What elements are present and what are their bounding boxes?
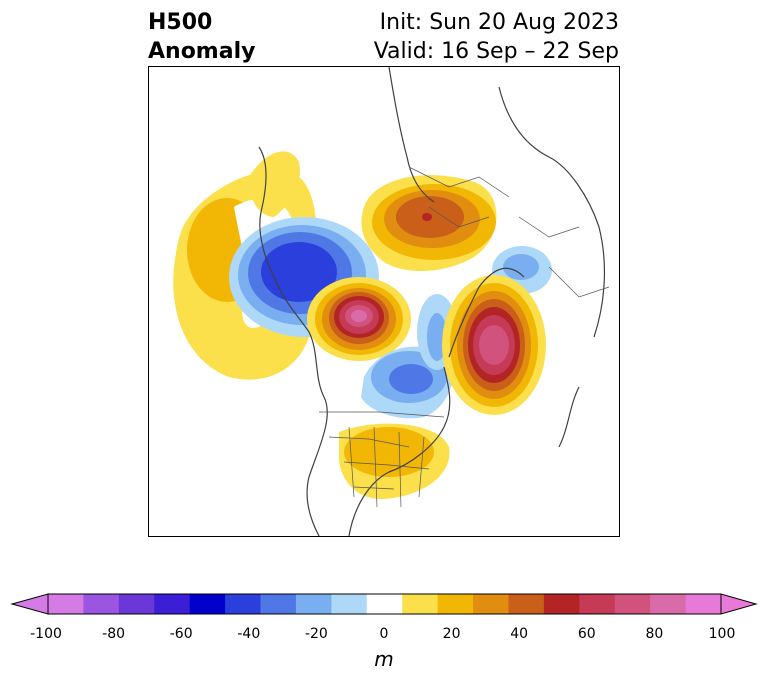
colorbar-swatch	[260, 594, 297, 614]
colorbar-swatch	[154, 594, 191, 614]
colorbar-extend-max	[720, 593, 758, 615]
colorbar-swatch	[189, 594, 226, 614]
colorbar-swatch	[225, 594, 262, 614]
colorbar-tick-label: -40	[237, 626, 261, 642]
colorbar-tick-label: 60	[577, 626, 596, 642]
colorbar-swatch	[650, 594, 687, 614]
anomaly-siberia-high	[361, 175, 497, 272]
country-borders	[319, 166, 610, 508]
colorbar-frame	[47, 593, 722, 615]
anomaly-greenland-high	[442, 275, 546, 415]
colorbar-tick-label: 100	[708, 626, 736, 642]
colorbar-swatch	[579, 594, 616, 614]
colorbar-extend-min	[10, 593, 49, 615]
plot-title: H500 Anomaly	[148, 8, 255, 66]
colorbar-swatch	[83, 594, 120, 614]
colorbar-swatch	[685, 594, 722, 614]
init-time: Init: Sun 20 Aug 2023	[379, 10, 619, 35]
colorbar-tick-label: -80	[102, 626, 126, 642]
colorbar-tick-label: 20	[442, 626, 461, 642]
colorbar-swatch	[366, 594, 403, 614]
colorbar-swatch	[48, 594, 84, 614]
map-panel	[148, 66, 620, 537]
colorbar-swatch	[331, 594, 368, 614]
colorbar	[10, 593, 758, 615]
colorbar-swatch	[295, 594, 332, 614]
colorbar-tick-label: -20	[304, 626, 328, 642]
colorbar-swatch	[437, 594, 474, 614]
colorbar-tick-label: 40	[510, 626, 529, 642]
valid-period: Valid: 16 Sep – 22 Sep	[373, 39, 619, 64]
colorbar-swatch	[402, 594, 439, 614]
plot-subtitle: Init: Sun 20 Aug 2023 Valid: 16 Sep – 22…	[374, 8, 619, 66]
colorbar-swatch	[508, 594, 545, 614]
colorbar-tick-label: -60	[169, 626, 193, 642]
colorbar-tick-label: 0	[379, 626, 389, 642]
anomaly-labrador-low	[361, 294, 457, 419]
colorbar-tick-label: -100	[30, 626, 62, 642]
anomaly-arctic-high	[307, 277, 411, 361]
colorbar-tick-label: 80	[645, 626, 664, 642]
title-variable: H500	[148, 10, 213, 35]
colorbar-unit-label: m	[374, 647, 394, 671]
map-canvas	[149, 67, 619, 536]
colorbar-swatch	[473, 594, 509, 614]
anomaly-alaska-strip	[248, 151, 300, 217]
colorbar-swatch	[543, 594, 580, 614]
title-field: Anomaly	[148, 39, 256, 64]
colorbar-swatch	[614, 594, 651, 614]
colorbar-swatch	[118, 594, 155, 614]
anomaly-central-us-high	[339, 423, 450, 500]
